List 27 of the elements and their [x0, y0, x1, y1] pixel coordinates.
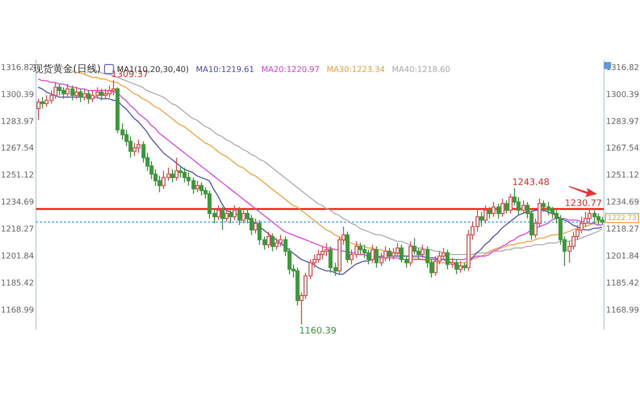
annotation: 1160.39	[299, 326, 337, 336]
text: MA10:1219.61	[196, 64, 254, 74]
y2-tick-label: 1283.97	[606, 116, 640, 126]
y-tick-label: 1300.39	[0, 90, 34, 99]
y-tick-label: 1283.97	[0, 116, 34, 126]
y-tick-label: 1267.54	[0, 144, 34, 153]
y-tick-label: 1316.82	[0, 62, 34, 72]
y-tick-label: 1201.84	[0, 252, 34, 261]
y-tick-label: 1185.42	[0, 278, 34, 288]
y2-tick-label: 1168.99	[606, 305, 640, 314]
text: MA20:1220.97	[261, 64, 320, 74]
y2-tick-label: 1251.12	[606, 170, 640, 180]
annotation: 1243.48	[512, 178, 550, 188]
y2-tick-label: 1300.39	[606, 90, 640, 99]
y2-tick-label: 1267.54	[606, 144, 640, 153]
text: MA30:1223.34	[326, 64, 385, 74]
y2-tick-label: 1218.27	[606, 224, 640, 234]
text: MA40:1218.60	[392, 64, 450, 74]
y-tick-label: 1168.99	[0, 305, 34, 314]
annotation: 1230.77	[564, 198, 602, 209]
y-tick-label: 1218.27	[0, 224, 34, 234]
y-tick-label: 1234.69	[0, 198, 34, 207]
y2-tick-label: 1185.42	[606, 278, 640, 288]
chart-title: 现货黄金(日线)	[33, 62, 101, 76]
y2-tick-label: 1201.84	[606, 252, 640, 261]
y-tick-label: 1251.12	[0, 170, 34, 180]
y2-tick-label: 1234.69	[606, 198, 640, 207]
